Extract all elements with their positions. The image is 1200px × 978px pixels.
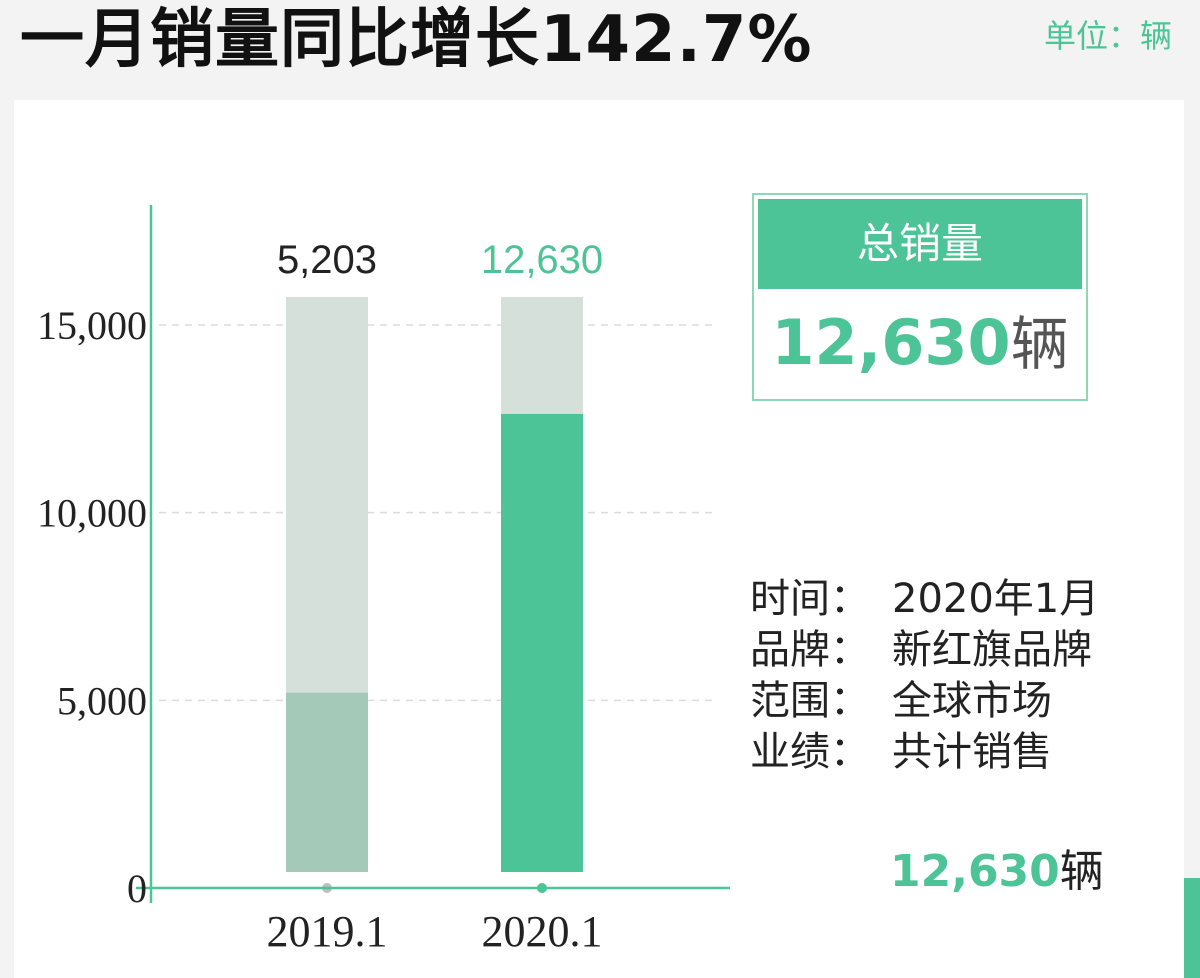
info-panel: 时间： 2020年1月 品牌： 新红旗品牌 范围： 全球市场 业绩： 共计销售 (750, 574, 1099, 778)
info-value: 2020年1月 (892, 576, 1100, 622)
info-key: 业绩： (750, 729, 870, 775)
total-sales-box: 总销量 12,630辆 (752, 193, 1088, 401)
info-row-performance: 业绩： 共计销售 (750, 727, 1099, 778)
info-sales-number: 12,630 (890, 846, 1060, 897)
total-sales-unit: 辆 (1010, 310, 1069, 378)
info-sales-total: 12,630辆 (890, 842, 1104, 902)
x-tick-label: 2019.1 (267, 907, 388, 956)
bar (286, 692, 368, 872)
info-key: 品牌： (750, 627, 870, 673)
info-row-brand: 品牌： 新红旗品牌 (750, 625, 1099, 676)
info-key: 时间： (750, 576, 870, 622)
y-tick-label: 15,000 (37, 303, 147, 348)
page-title: 一月销量同比增长142.7% (20, 3, 813, 77)
unit-label: 单位：辆 (1043, 17, 1172, 55)
info-row-time: 时间： 2020年1月 (750, 574, 1099, 625)
info-value: 共计销售 (892, 729, 1052, 775)
info-row-scope: 范围： 全球市场 (750, 676, 1099, 727)
y-tick-label: 0 (127, 866, 147, 911)
info-value: 全球市场 (892, 678, 1052, 724)
x-tick-label: 2020.1 (482, 907, 603, 956)
corner-decoration (1184, 878, 1200, 978)
bar (501, 413, 583, 872)
info-value: 新红旗品牌 (892, 627, 1092, 673)
y-tick-label: 5,000 (57, 678, 147, 723)
chart-card: 0 5,000 10,000 15,000 5,203 2019.1 12,630 2020.… (14, 100, 1184, 978)
total-sales-number: 12,630 (771, 306, 1011, 379)
total-sales-value: 12,630辆 (754, 303, 1086, 384)
y-tick-label: 10,000 (37, 491, 147, 536)
info-key: 范围： (750, 678, 870, 724)
bar-chart: 0 5,000 10,000 15,000 5,203 2019.1 12,630 2020.… (37, 205, 730, 956)
bar-value-label: 12,630 (481, 238, 603, 282)
info-sales-unit: 辆 (1059, 846, 1104, 897)
bar-value-label: 5,203 (277, 238, 377, 282)
total-sales-heading: 总销量 (758, 199, 1082, 289)
